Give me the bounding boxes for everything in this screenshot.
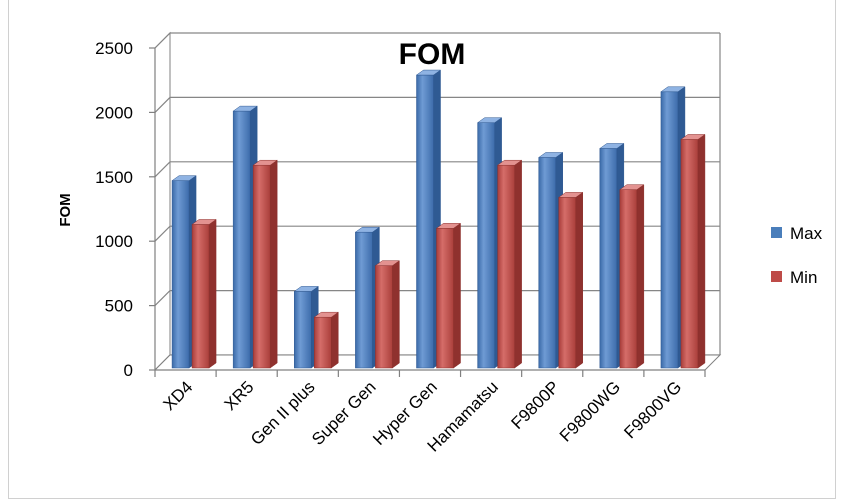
bar-min-3: [374, 260, 401, 369]
x-tick-label: Super Gen: [308, 377, 380, 449]
gridline: [154, 225, 720, 242]
legend-label-min: Min: [790, 268, 817, 287]
bar-min-4: [435, 222, 462, 369]
chart-title: FOM: [399, 38, 466, 71]
y-tick-label: 500: [105, 297, 133, 316]
legend-swatch-max: [771, 227, 782, 238]
legend: Max Min: [771, 224, 823, 287]
gridline: [154, 96, 720, 113]
legend-label-max: Max: [790, 224, 823, 243]
gridline: [154, 290, 720, 307]
side-wall: [154, 31, 171, 372]
bar-min-6: [557, 191, 584, 369]
y-axis-ticks: 0 500 1000 1500 2000 2500: [95, 39, 155, 380]
gridline: [154, 161, 720, 178]
x-tick-label: Gen II plus: [247, 377, 319, 449]
gridline: [154, 32, 720, 49]
y-tick-label: 2000: [95, 103, 133, 122]
y-axis-label: FOM: [57, 193, 74, 226]
bar-min-7: [619, 184, 645, 369]
x-tick-label: F9800WG: [556, 377, 624, 445]
bar-min-5: [496, 159, 523, 369]
legend-swatch-min: [771, 271, 782, 282]
bar-min-8: [680, 133, 706, 369]
bar-min-2: [313, 311, 340, 369]
bar-min-1: [252, 159, 278, 369]
x-tick-label: XD4: [160, 377, 197, 414]
y-tick-label: 1500: [95, 168, 133, 187]
x-tick-label: F9800P: [508, 377, 564, 433]
bar-min-0: [191, 218, 217, 369]
y-tick-label: 1000: [95, 232, 133, 251]
y-tick-label: 0: [124, 361, 133, 380]
bars: [171, 69, 706, 369]
y-tick-label: 2500: [95, 39, 133, 58]
x-tick-label: XR5: [221, 377, 258, 414]
x-tick-label: F9800VG: [620, 377, 685, 442]
